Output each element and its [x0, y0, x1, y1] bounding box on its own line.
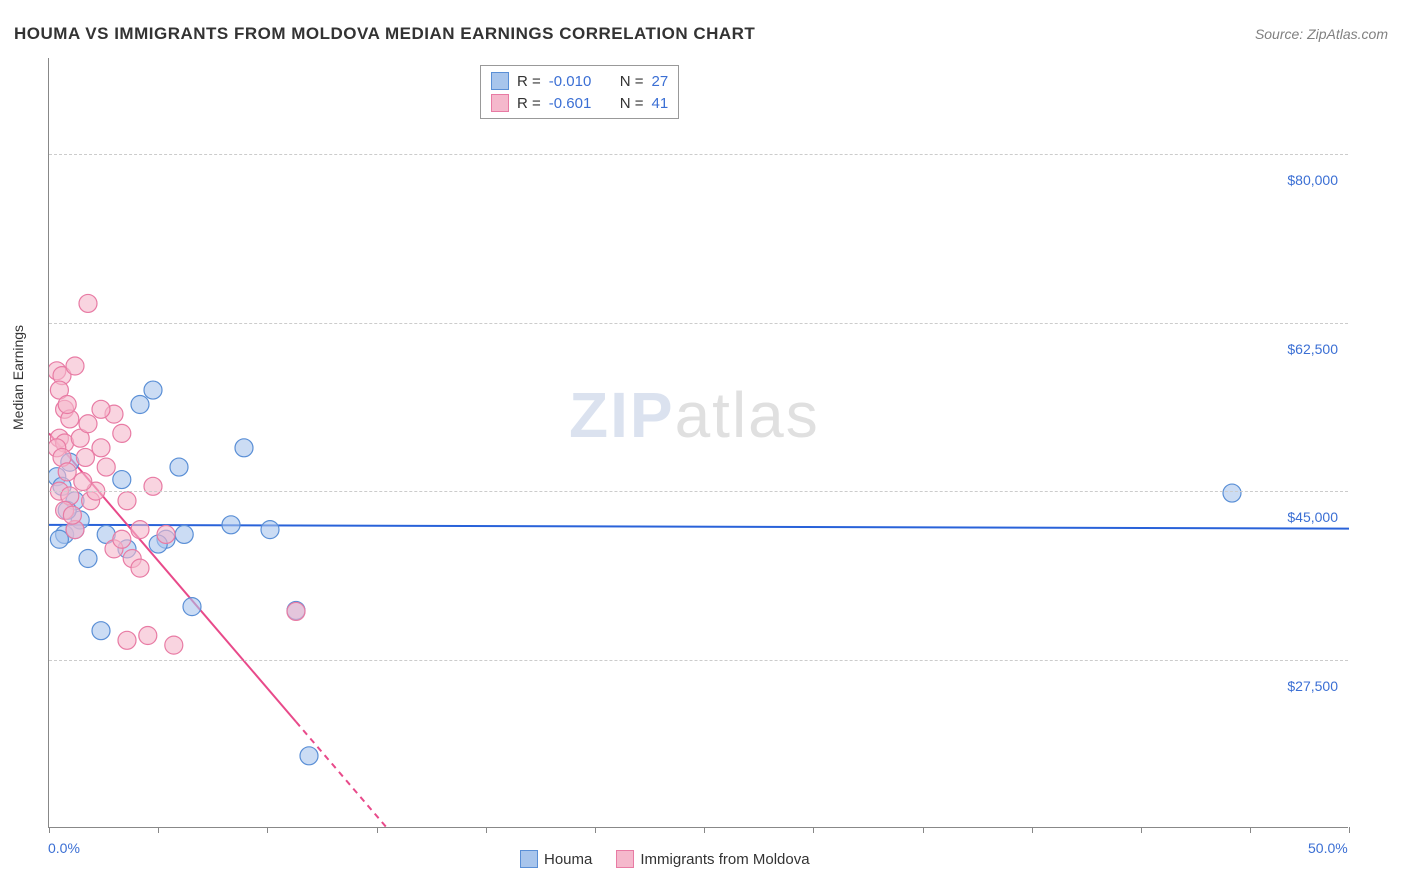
- data-point: [165, 636, 183, 654]
- data-point: [144, 381, 162, 399]
- x-tick: [49, 827, 50, 833]
- data-point: [92, 439, 110, 457]
- data-point: [79, 294, 97, 312]
- series-legend-item: Houma: [520, 850, 592, 868]
- legend-swatch: [491, 72, 509, 90]
- y-axis-label: Median Earnings: [10, 325, 26, 430]
- x-tick: [158, 827, 159, 833]
- data-point: [139, 627, 157, 645]
- trendline: [296, 722, 387, 828]
- x-tick: [813, 827, 814, 833]
- data-point: [92, 622, 110, 640]
- data-point: [63, 506, 81, 524]
- chart-title: HOUMA VS IMMIGRANTS FROM MOLDOVA MEDIAN …: [14, 24, 755, 44]
- data-point: [222, 516, 240, 534]
- correlation-legend-row: R = -0.010 N = 27: [491, 70, 668, 92]
- gridline-h: [49, 323, 1348, 324]
- gridline-h: [49, 491, 1348, 492]
- data-point: [92, 400, 110, 418]
- data-point: [300, 747, 318, 765]
- correlation-legend: R = -0.010 N = 27 R = -0.601 N = 41: [480, 65, 679, 119]
- x-tick: [267, 827, 268, 833]
- gridline-h: [49, 660, 1348, 661]
- legend-R-label: R =: [517, 73, 541, 90]
- x-tick-label: 0.0%: [48, 840, 80, 856]
- legend-N-label: N =: [620, 73, 644, 90]
- series-legend-label: Houma: [544, 851, 592, 868]
- data-point: [131, 521, 149, 539]
- data-point: [113, 424, 131, 442]
- plot-area: ZIPatlas $27,500$45,000$62,500$80,000: [48, 58, 1348, 828]
- data-point: [58, 463, 76, 481]
- data-point: [1223, 484, 1241, 502]
- x-tick: [595, 827, 596, 833]
- x-tick: [1032, 827, 1033, 833]
- x-tick: [486, 827, 487, 833]
- data-point: [113, 471, 131, 489]
- data-point: [118, 631, 136, 649]
- data-point: [261, 521, 279, 539]
- plot-svg: [49, 58, 1349, 828]
- data-point: [66, 357, 84, 375]
- source-label: Source: ZipAtlas.com: [1255, 26, 1388, 42]
- data-point: [144, 477, 162, 495]
- data-point: [76, 448, 94, 466]
- legend-N-value: 27: [652, 73, 669, 90]
- legend-R-label: R =: [517, 95, 541, 112]
- x-tick: [923, 827, 924, 833]
- chart-container: HOUMA VS IMMIGRANTS FROM MOLDOVA MEDIAN …: [0, 0, 1406, 892]
- data-point: [74, 473, 92, 491]
- legend-swatch: [491, 94, 509, 112]
- data-point: [170, 458, 188, 476]
- x-tick: [377, 827, 378, 833]
- data-point: [183, 598, 201, 616]
- y-tick-label: $62,500: [1287, 341, 1338, 357]
- gridline-h: [49, 154, 1348, 155]
- legend-N-label: N =: [620, 95, 644, 112]
- x-tick: [1141, 827, 1142, 833]
- series-legend: Houma Immigrants from Moldova: [520, 850, 810, 868]
- data-point: [79, 550, 97, 568]
- x-tick: [1250, 827, 1251, 833]
- y-tick-label: $45,000: [1287, 509, 1338, 525]
- x-tick-label: 50.0%: [1308, 840, 1348, 856]
- data-point: [175, 525, 193, 543]
- data-point: [157, 525, 175, 543]
- x-tick: [1349, 827, 1350, 833]
- data-point: [118, 492, 136, 510]
- y-tick-label: $27,500: [1287, 678, 1338, 694]
- data-point: [58, 396, 76, 414]
- legend-N-value: 41: [652, 95, 669, 112]
- x-tick: [704, 827, 705, 833]
- data-point: [50, 530, 68, 548]
- data-point: [287, 602, 305, 620]
- data-point: [131, 396, 149, 414]
- data-point: [113, 530, 131, 548]
- data-point: [79, 415, 97, 433]
- series-legend-label: Immigrants from Moldova: [640, 851, 809, 868]
- series-legend-item: Immigrants from Moldova: [616, 850, 809, 868]
- data-point: [131, 559, 149, 577]
- legend-R-value: -0.601: [549, 95, 604, 112]
- data-point: [97, 458, 115, 476]
- trendline: [49, 525, 1349, 529]
- y-tick-label: $80,000: [1287, 172, 1338, 188]
- legend-swatch: [520, 850, 538, 868]
- data-point: [235, 439, 253, 457]
- legend-swatch: [616, 850, 634, 868]
- legend-R-value: -0.010: [549, 73, 604, 90]
- correlation-legend-row: R = -0.601 N = 41: [491, 92, 668, 114]
